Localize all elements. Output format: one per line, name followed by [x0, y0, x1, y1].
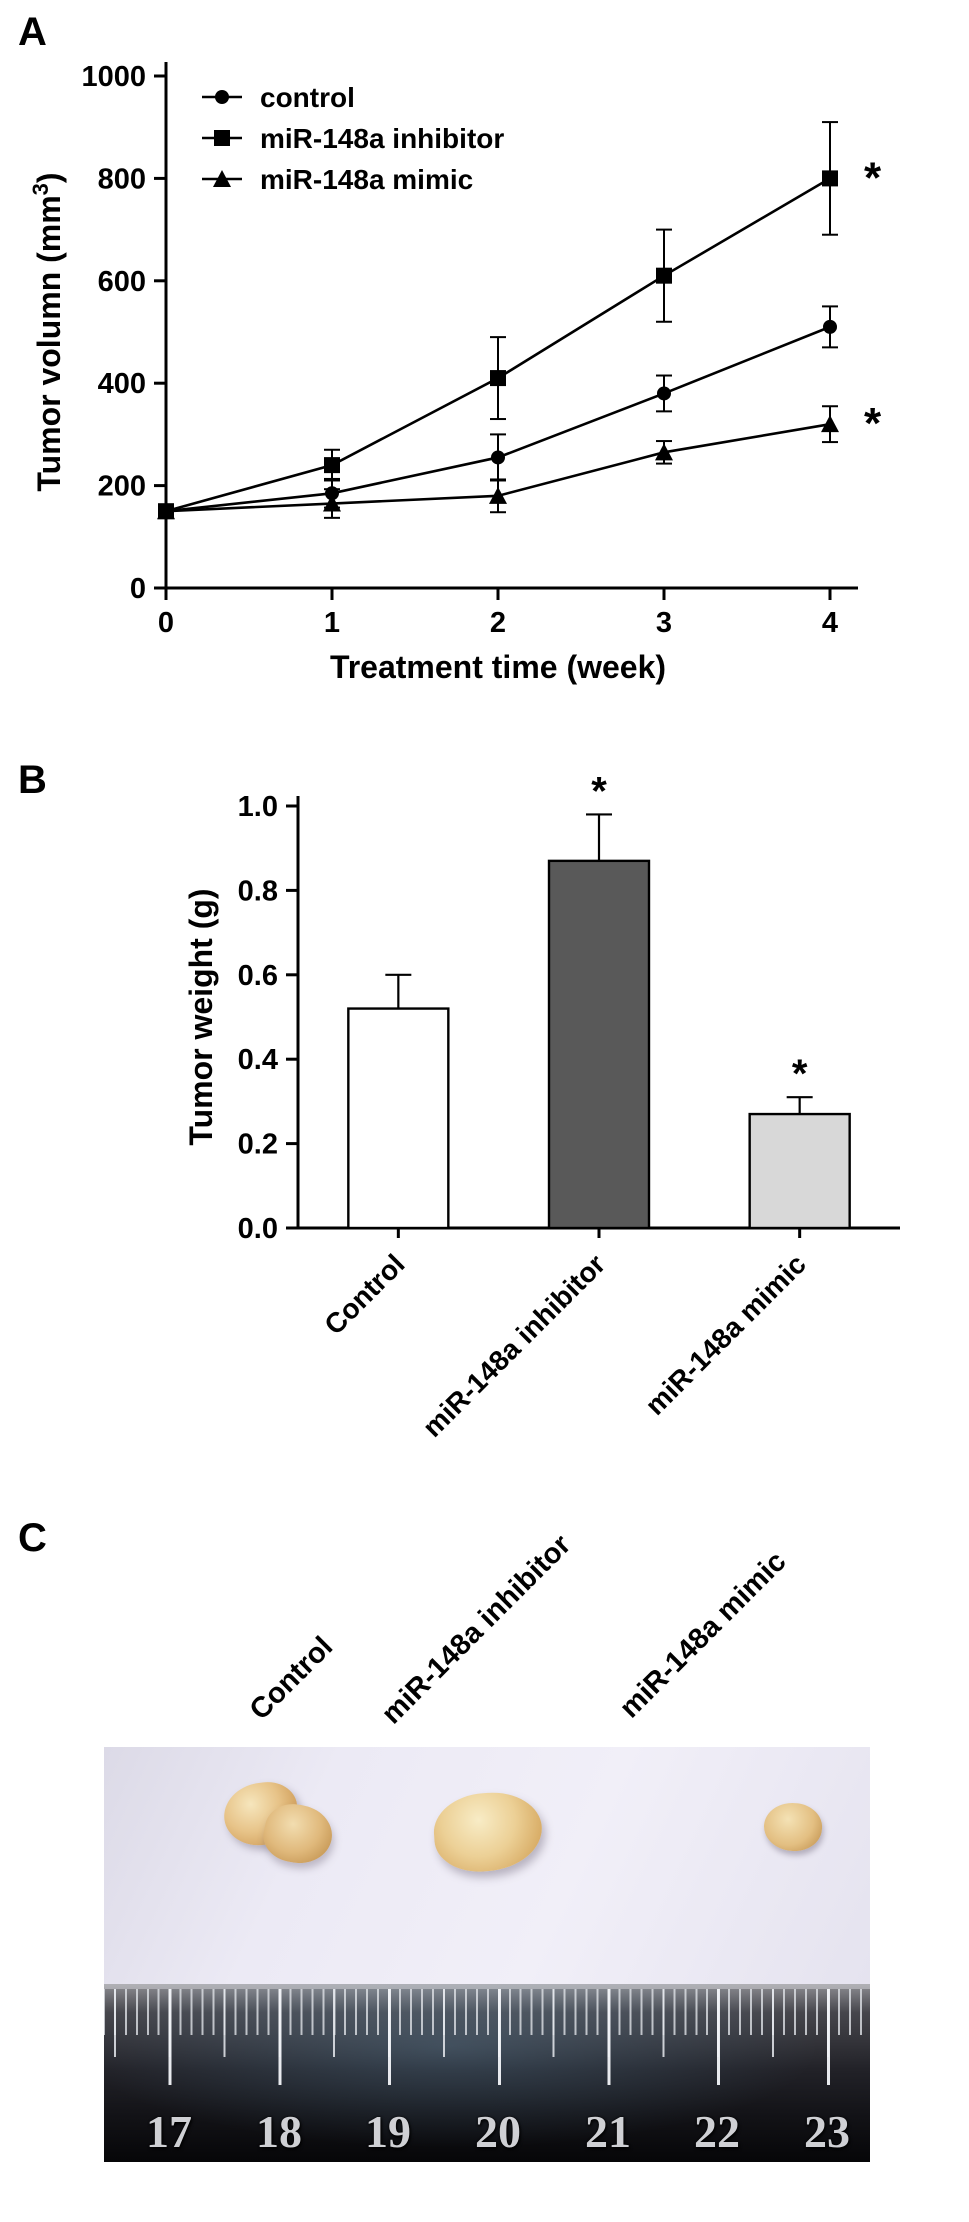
svg-text:0.6: 0.6 — [238, 960, 278, 992]
svg-text:*: * — [864, 399, 882, 448]
svg-text:miR-148a inhibitor: miR-148a inhibitor — [260, 123, 504, 154]
svg-text:Tumor weight (g): Tumor weight (g) — [183, 888, 219, 1145]
ruler-number: 21 — [585, 2106, 631, 2157]
photo-label-control: Control — [243, 1630, 340, 1727]
svg-text:Tumor volumn (mm3): Tumor volumn (mm3) — [28, 172, 67, 491]
ruler-number: 19 — [365, 2106, 411, 2157]
ruler-number: 22 — [694, 2106, 740, 2157]
panel-b-label: B — [18, 758, 47, 802]
svg-text:600: 600 — [98, 266, 146, 298]
svg-text:0: 0 — [158, 607, 174, 639]
svg-text:0.4: 0.4 — [238, 1044, 278, 1076]
svg-text:0.0: 0.0 — [238, 1213, 278, 1245]
svg-text:200: 200 — [98, 471, 146, 503]
svg-text:miR-148a mimic: miR-148a mimic — [260, 164, 473, 195]
svg-text:*: * — [591, 769, 607, 813]
panel-a-line-chart: 0 200 400 600 800 1000 0 1 2 3 4 Tumor volumn (mm3)… — [28, 61, 882, 685]
panel-c-label: C — [18, 1516, 47, 1560]
svg-text:miR-148a inhibitor: miR-148a inhibitor — [417, 1248, 612, 1443]
tumor-inhibitor — [431, 1789, 545, 1875]
svg-text:1.0: 1.0 — [238, 791, 278, 823]
ruler-number: 17 — [146, 2106, 192, 2157]
ruler-number: 23 — [804, 2106, 850, 2157]
svg-text:Treatment time (week): Treatment time (week) — [330, 649, 666, 685]
svg-text:miR-148a mimic: miR-148a mimic — [639, 1248, 812, 1421]
svg-text:2: 2 — [490, 607, 506, 639]
photo-label-mimic: miR-148a mimic — [613, 1545, 793, 1725]
svg-text:800: 800 — [98, 163, 146, 195]
tumor-photo: 17 18 19 20 21 22 23 — [104, 1747, 870, 2162]
svg-text:1000: 1000 — [81, 61, 146, 93]
svg-text:control: control — [260, 82, 355, 113]
svg-text:Control: Control — [318, 1248, 410, 1340]
svg-text:3: 3 — [656, 607, 672, 639]
svg-text:0.2: 0.2 — [238, 1129, 278, 1161]
svg-text:0: 0 — [130, 573, 146, 605]
photo-label-inhibitor: miR-148a inhibitor — [375, 1528, 578, 1731]
svg-text:4: 4 — [822, 607, 838, 639]
ruler: 17 18 19 20 21 22 23 — [104, 1984, 870, 2162]
panel-a-label: A — [18, 10, 47, 54]
svg-text:0.8: 0.8 — [238, 875, 278, 907]
panel-b-bar-chart: 0.0 0.2 0.4 0.6 0.8 1.0 Tumor weight (g) Contro… — [183, 769, 900, 1443]
ruler-cm-ticks — [104, 1989, 870, 2086]
svg-text:400: 400 — [98, 368, 146, 400]
svg-text:1: 1 — [324, 607, 340, 639]
ruler-number: 20 — [475, 2106, 521, 2157]
svg-text:*: * — [792, 1052, 808, 1096]
svg-text:*: * — [864, 153, 882, 202]
ruler-number: 18 — [256, 2106, 302, 2157]
tumor-mimic — [761, 1800, 825, 1854]
